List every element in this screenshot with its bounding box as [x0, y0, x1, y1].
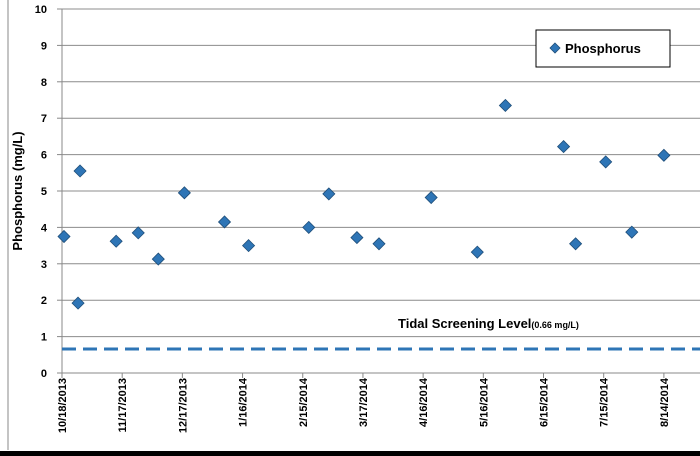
phosphorus-points — [57, 98, 671, 310]
x-tick-label: 12/17/2013 — [177, 378, 189, 433]
x-tick-label: 11/17/2013 — [117, 378, 129, 432]
y-axis-title: Phosphorus (mg/L) — [10, 131, 25, 250]
y-tick-label: 9 — [41, 40, 47, 52]
data-point — [242, 239, 256, 253]
y-tick-label: 10 — [35, 4, 47, 16]
x-tick-labels: 10/18/2013 11/17/2013 12/17/2013 1/16/2014 2… — [57, 373, 671, 433]
y-tick-label: 3 — [41, 259, 47, 271]
y-tick-labels: 0 1 2 3 4 5 6 7 8 9 10 — [35, 4, 62, 380]
data-point — [322, 187, 336, 201]
data-point — [177, 186, 191, 200]
data-point — [657, 148, 671, 162]
legend-diamond-icon — [549, 42, 561, 54]
y-tick-label: 4 — [41, 222, 48, 234]
reference-label-text: Tidal Screening Level — [398, 316, 531, 331]
x-tick-label: 10/18/2013 — [57, 378, 69, 433]
x-tick-label: 6/15/2014 — [539, 377, 551, 427]
data-point — [470, 245, 484, 259]
data-point — [350, 231, 364, 245]
data-point — [131, 226, 145, 240]
x-tick-label: 5/16/2014 — [478, 377, 490, 427]
x-tick-label: 3/17/2014 — [358, 377, 370, 427]
y-tick-label: 6 — [41, 150, 47, 162]
data-point — [424, 190, 438, 205]
data-point — [372, 237, 386, 251]
data-point — [302, 220, 316, 234]
tidal-screening-level-label: Tidal Screening Level(0.66 mg/L) — [398, 316, 579, 331]
data-point — [71, 296, 85, 310]
bottom-border-bar — [0, 451, 700, 456]
data-point — [109, 234, 123, 248]
x-tick-label: 1/16/2014 — [238, 377, 250, 427]
x-tick-label: 7/15/2014 — [599, 377, 611, 427]
y-tick-label: 7 — [41, 113, 47, 125]
data-point — [73, 164, 87, 178]
x-tick-label: 8/14/2014 — [659, 377, 671, 427]
data-point — [599, 155, 613, 169]
y-tick-label: 1 — [41, 332, 47, 344]
x-tick-label: 2/15/2014 — [298, 377, 310, 427]
legend[interactable]: Phosphorus — [535, 29, 671, 68]
reference-label-unit: (0.66 mg/L) — [531, 320, 579, 330]
data-point — [569, 237, 583, 251]
data-point — [557, 140, 571, 154]
gridlines — [62, 8, 700, 338]
data-point — [498, 98, 512, 113]
legend-series-label: Phosphorus — [565, 41, 641, 56]
y-tick-label: 0 — [41, 368, 47, 380]
y-tick-label: 2 — [41, 295, 47, 307]
y-tick-label: 5 — [41, 186, 47, 198]
x-tick-label: 4/16/2014 — [418, 377, 430, 427]
y-tick-label: 8 — [41, 77, 47, 89]
data-point — [625, 225, 639, 239]
data-point — [151, 252, 165, 266]
data-point — [57, 229, 71, 244]
data-point — [217, 215, 232, 229]
